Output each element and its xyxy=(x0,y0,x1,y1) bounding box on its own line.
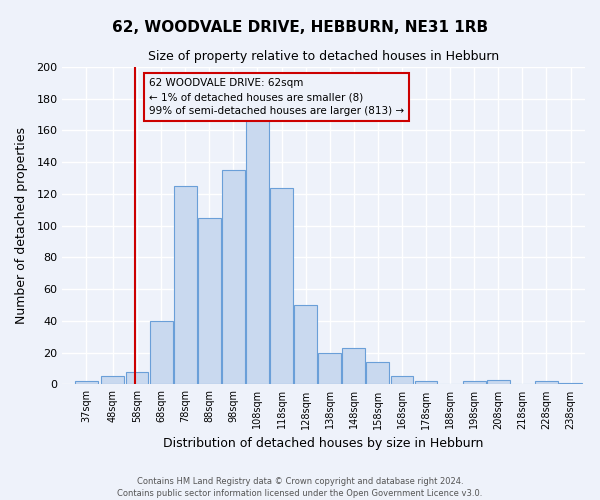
Bar xyxy=(343,348,365,385)
Bar xyxy=(367,362,389,384)
Text: 62, WOODVALE DRIVE, HEBBURN, NE31 1RB: 62, WOODVALE DRIVE, HEBBURN, NE31 1RB xyxy=(112,20,488,35)
Bar xyxy=(149,321,173,384)
Y-axis label: Number of detached properties: Number of detached properties xyxy=(15,127,28,324)
Bar xyxy=(222,170,245,384)
Bar xyxy=(75,382,98,384)
Text: 62 WOODVALE DRIVE: 62sqm
← 1% of detached houses are smaller (8)
99% of semi-det: 62 WOODVALE DRIVE: 62sqm ← 1% of detache… xyxy=(149,78,404,116)
Title: Size of property relative to detached houses in Hebburn: Size of property relative to detached ho… xyxy=(148,50,499,63)
Bar xyxy=(294,305,317,384)
Bar xyxy=(318,352,341,384)
Bar xyxy=(198,218,221,384)
Bar xyxy=(487,380,510,384)
Bar xyxy=(391,376,413,384)
Bar xyxy=(463,382,485,384)
Bar xyxy=(415,382,437,384)
Bar xyxy=(270,188,293,384)
Bar xyxy=(101,376,124,384)
Bar xyxy=(535,382,558,384)
Text: Contains HM Land Registry data © Crown copyright and database right 2024.
Contai: Contains HM Land Registry data © Crown c… xyxy=(118,476,482,498)
Bar xyxy=(174,186,197,384)
Bar xyxy=(246,120,269,384)
X-axis label: Distribution of detached houses by size in Hebburn: Distribution of detached houses by size … xyxy=(163,437,484,450)
Bar xyxy=(559,383,582,384)
Bar xyxy=(125,372,148,384)
